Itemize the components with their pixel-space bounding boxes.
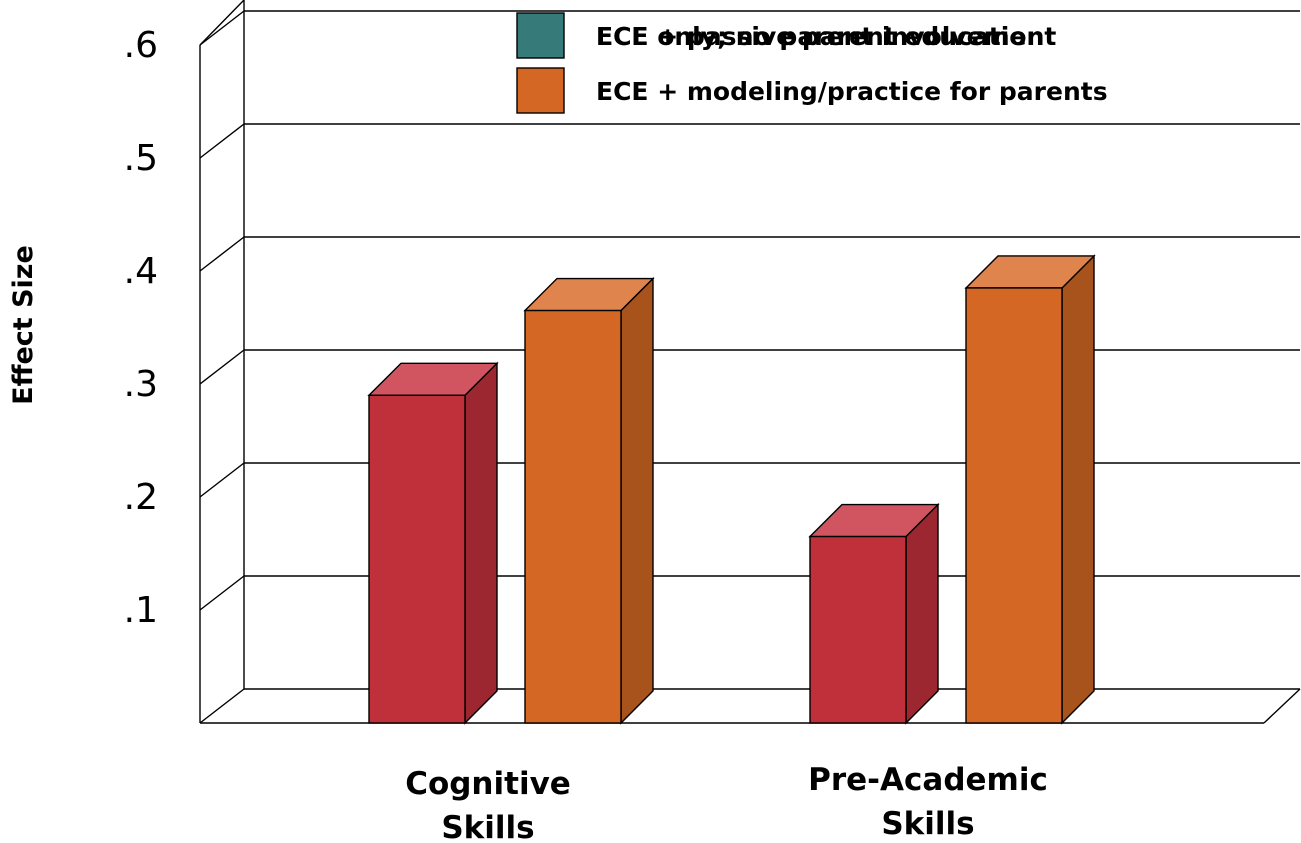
bar-side (620, 276, 654, 725)
bar-side (905, 502, 939, 725)
legend-swatch (516, 67, 565, 114)
gridline-side (199, 462, 245, 498)
floor-right-edge (1263, 688, 1301, 724)
category-label: Skills (441, 810, 534, 843)
bar-side (464, 361, 498, 725)
category-label: Cognitive (405, 766, 571, 802)
legend-label-overlay: ECE + passive parent education (596, 22, 1044, 51)
y-axis-label: Effect Size (8, 245, 39, 405)
gridline-side (199, 236, 245, 272)
gridline-side (199, 0, 245, 46)
bar-side (1061, 254, 1095, 725)
bar (965, 287, 1063, 724)
gridline-side (199, 10, 245, 46)
bars (367, 254, 1096, 725)
bar (368, 394, 466, 724)
gridline-side (199, 123, 245, 159)
legend-swatch (516, 12, 565, 59)
y-tick-label: .2 (124, 477, 158, 518)
gridline-side (199, 688, 245, 724)
y-tick-label: .1 (124, 590, 158, 631)
gridline-side (199, 349, 245, 385)
gridline-side (199, 575, 245, 611)
y-tick-label: .3 (124, 364, 158, 405)
grid (199, 0, 1301, 724)
category-label: Skills (881, 806, 974, 842)
y-tick-label: .6 (124, 25, 158, 66)
y-axis-ticks: .1 .2 .3 .4 .5 .6 (124, 25, 158, 631)
legend-label: ECE only; no parent involvement (596, 22, 1056, 51)
category-label: Pre-Academic (808, 762, 1048, 798)
legend-label: ECE + modeling/practice for parents (596, 77, 1108, 106)
bar (809, 535, 907, 724)
x-axis-categories: Cognitive Skills Pre-Academic Skills (405, 762, 1048, 843)
bar (524, 309, 622, 724)
y-tick-label: .4 (124, 251, 158, 292)
y-tick-label: .5 (124, 138, 158, 179)
